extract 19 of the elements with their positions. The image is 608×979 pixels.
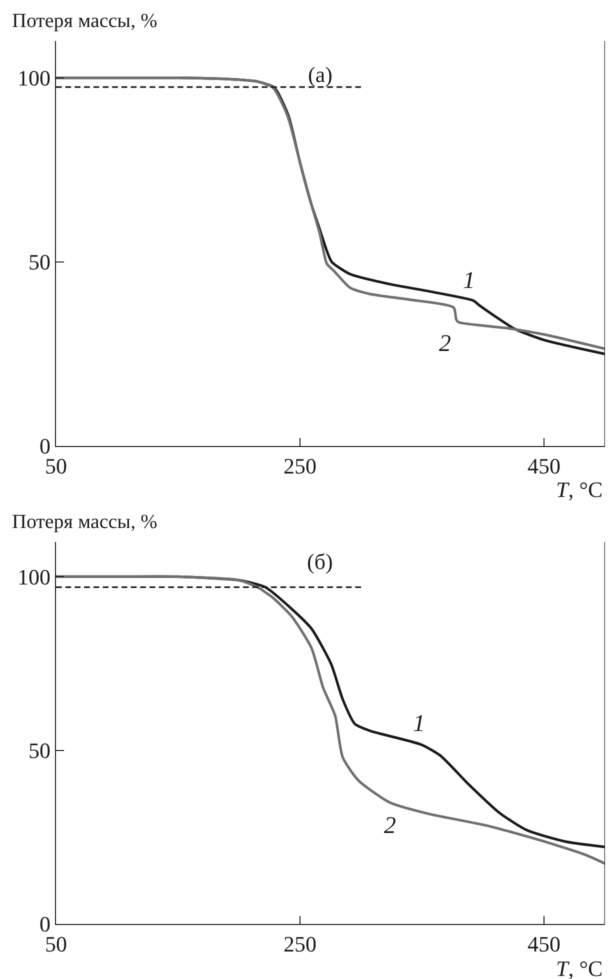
series-label: 2 xyxy=(384,813,396,839)
chart-title: (б) xyxy=(307,549,333,574)
y-tick-label: 100 xyxy=(18,564,50,590)
y-tick-label: 50 xyxy=(28,738,50,764)
y-tick-label: 50 xyxy=(28,250,50,275)
y-axis-title: Потеря массы, % xyxy=(12,511,158,533)
series-label: 1 xyxy=(463,268,475,294)
series-label: 1 xyxy=(413,711,425,737)
y-tick-label: 100 xyxy=(18,66,50,91)
text: (а) xyxy=(308,62,332,87)
x-tick-label: 450 xyxy=(528,932,560,956)
y-tick-label: 0 xyxy=(40,912,50,937)
x-tick-label: 450 xyxy=(528,454,560,478)
y-axis-title: Потеря массы, % xyxy=(12,10,158,32)
x-axis-title: T, °C xyxy=(556,477,603,502)
x-tick-label: 250 xyxy=(284,454,316,478)
y-tick-label: 0 xyxy=(40,434,50,459)
x-tick-label: 250 xyxy=(284,932,316,956)
series-label: 2 xyxy=(439,331,451,357)
